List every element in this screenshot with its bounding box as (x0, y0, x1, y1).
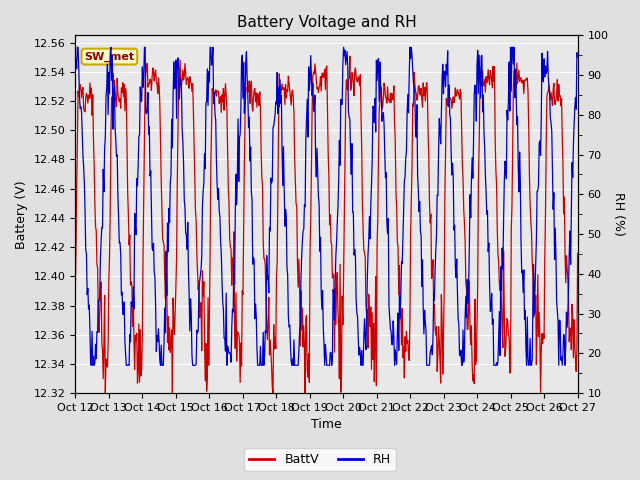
RH (74, 44, 81, 50)
RH (72, 72, 79, 77)
RH (81, 209, 89, 215)
RH (184, 269, 192, 275)
RH (211, 112, 219, 118)
Y-axis label: RH (%): RH (%) (612, 192, 625, 236)
BattV (133, 330, 141, 336)
BattV (102, 390, 109, 396)
RH (403, 109, 411, 115)
BattV (211, 95, 218, 100)
BattV (81, 108, 88, 114)
BattV (388, 95, 396, 100)
BattV (184, 74, 191, 80)
RH (388, 342, 396, 348)
BattV (72, 291, 79, 297)
Line: RH: RH (76, 47, 578, 365)
Text: SW_met: SW_met (84, 51, 134, 62)
RH (134, 183, 141, 189)
X-axis label: Time: Time (311, 419, 342, 432)
Y-axis label: Battery (V): Battery (V) (15, 180, 28, 249)
Line: BattV: BattV (76, 56, 578, 393)
RH (88, 362, 95, 368)
BattV (403, 340, 411, 346)
BattV (346, 53, 354, 59)
Title: Battery Voltage and RH: Battery Voltage and RH (237, 15, 416, 30)
Legend: BattV, RH: BattV, RH (244, 448, 396, 471)
RH (574, 54, 582, 60)
BattV (574, 251, 582, 256)
